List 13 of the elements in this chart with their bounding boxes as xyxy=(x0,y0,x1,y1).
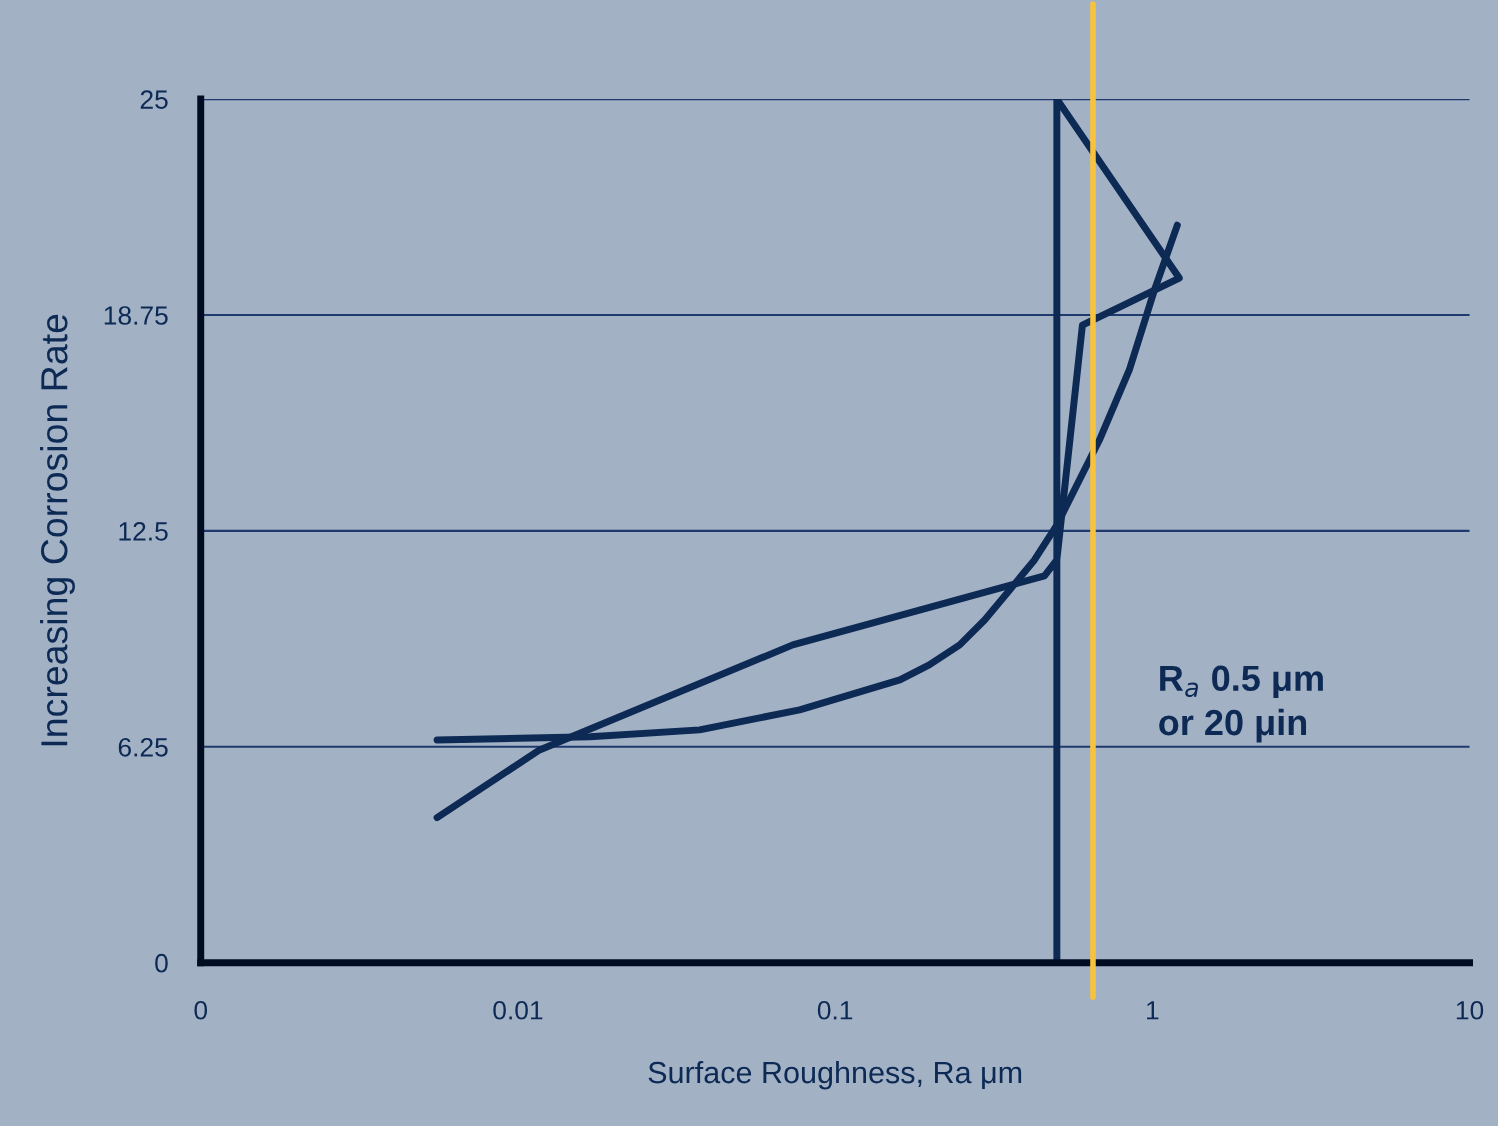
x-tick-label: 0.1 xyxy=(817,1000,853,1020)
y-tick-label: 12.5 xyxy=(119,522,168,541)
y-axis-title: Increasing Corrosion Rate xyxy=(40,314,75,746)
y-tick-label: 6.25 xyxy=(118,737,168,757)
x-tick-label: 1 xyxy=(1147,1001,1159,1020)
x-tick-label: 0.01 xyxy=(493,1000,543,1020)
ref-line-label: R$_{a}$ 0.5 μm or 20 μin xyxy=(1159,665,1323,743)
x-tick-label: 10 xyxy=(1456,1000,1484,1020)
y-tick-label: 18.75 xyxy=(104,306,168,325)
x-tick-label: 0 xyxy=(194,1000,208,1020)
y-tick-label: 25 xyxy=(140,90,168,109)
x-axis-title: Surface Roughness, Ra μm xyxy=(648,1060,1022,1090)
y-tick-label: 0 xyxy=(155,953,168,973)
